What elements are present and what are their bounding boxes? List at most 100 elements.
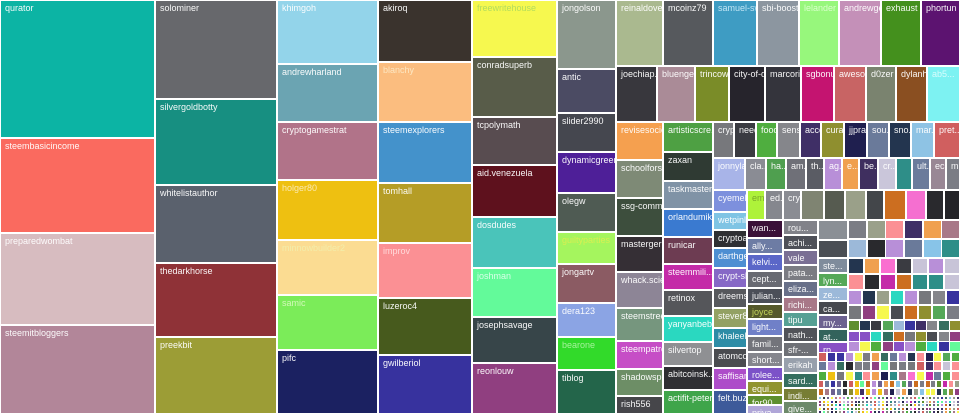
mosaic-cell[interactable] — [944, 396, 949, 400]
mosaic-cell[interactable] — [849, 403, 854, 408]
mosaic-cell[interactable] — [942, 388, 949, 396]
mosaic-cell[interactable] — [845, 403, 850, 408]
mosaic-cell[interactable] — [881, 403, 886, 408]
treemap-cell-crypt[interactable]: crypt... — [713, 122, 734, 158]
mosaic-cell[interactable] — [924, 399, 929, 404]
mosaic-cell[interactable] — [936, 406, 941, 411]
mosaic-cell[interactable] — [940, 399, 945, 404]
mosaic-cell[interactable] — [818, 396, 822, 400]
treemap-cell-jjprac[interactable]: jjprac — [844, 122, 867, 158]
treemap-cell-ed[interactable]: ed... — [765, 190, 783, 220]
mosaic-cell[interactable] — [948, 341, 960, 353]
mosaic-cell[interactable] — [845, 406, 850, 411]
treemap-cell-aweso[interactable]: aweso... — [834, 66, 866, 122]
treemap-cell-preparedwombat[interactable]: preparedwombat — [0, 233, 155, 325]
mosaic-cell[interactable] — [833, 396, 838, 400]
treemap-cell-antic[interactable]: antic — [557, 69, 616, 113]
treemap-cell-holger80[interactable]: holger80 — [277, 180, 378, 240]
mosaic-cell[interactable] — [853, 380, 860, 388]
mosaic-cell[interactable] — [904, 220, 923, 239]
treemap-cell-famil[interactable]: famil... — [747, 336, 783, 352]
treemap-cell-sard[interactable]: sard... — [783, 373, 818, 388]
mosaic-cell[interactable] — [857, 406, 862, 411]
treemap-cell-lyn[interactable]: lyn... — [818, 273, 848, 287]
treemap-cell-luzeroc4[interactable]: luzeroc4 — [378, 298, 472, 355]
mosaic-cell[interactable] — [869, 399, 874, 404]
mosaic-cell[interactable] — [924, 388, 931, 396]
mosaic-cell[interactable] — [864, 258, 880, 274]
mosaic-cell[interactable] — [865, 403, 870, 408]
treemap-cell-ec[interactable]: ec... — [930, 158, 946, 190]
treemap-cell-wetpinl[interactable]: wetpinl... — [713, 212, 747, 230]
treemap-cell-preekbit[interactable]: preekbit — [155, 337, 277, 414]
treemap-cell[interactable] — [926, 190, 944, 220]
mosaic-cell[interactable] — [928, 396, 933, 400]
treemap-cell-dera123[interactable]: dera123 — [557, 303, 616, 337]
mosaic-cell[interactable] — [937, 320, 950, 331]
mosaic-cell[interactable] — [818, 399, 822, 404]
mosaic-cell[interactable] — [948, 406, 953, 411]
treemap-cell-give[interactable]: give... — [783, 401, 818, 414]
mosaic-cell[interactable] — [932, 290, 946, 305]
mosaic-cell[interactable] — [829, 406, 834, 411]
mosaic-cell[interactable] — [861, 399, 866, 404]
mosaic-cell[interactable] — [926, 341, 939, 353]
mosaic-cell[interactable] — [952, 396, 957, 400]
mosaic-cell[interactable] — [928, 406, 933, 411]
treemap-cell-samuel-swin[interactable]: samuel-swin... — [713, 0, 757, 66]
mosaic-cell[interactable] — [908, 406, 913, 411]
treemap-cell-bluengel[interactable]: bluengel — [657, 66, 695, 122]
mosaic-cell[interactable] — [954, 380, 960, 388]
treemap-cell-artisticscre[interactable]: artisticscre... — [663, 122, 713, 152]
mosaic-cell[interactable] — [848, 239, 867, 258]
mosaic-cell[interactable] — [920, 396, 925, 400]
treemap-cell-sgbonus[interactable]: sgbonus — [801, 66, 834, 122]
mosaic-cell[interactable] — [915, 341, 928, 353]
mosaic-cell[interactable] — [848, 320, 860, 331]
treemap-cell-silvergoldbotty[interactable]: silvergoldbotty — [155, 99, 277, 185]
mosaic-cell[interactable] — [892, 341, 905, 353]
mosaic-cell[interactable] — [876, 290, 890, 305]
mosaic-cell[interactable] — [944, 258, 960, 274]
treemap-cell-saffisara[interactable]: saffisara — [713, 368, 747, 390]
treemap-cell-felt-buzz[interactable]: felt.buzz — [713, 390, 747, 414]
treemap-cell-sbi-booster[interactable]: sbi-booster — [757, 0, 799, 66]
mosaic-cell[interactable] — [908, 399, 913, 404]
treemap-cell-crypt-skip[interactable]: crypt-skip — [713, 268, 747, 288]
treemap-cell-richi[interactable]: richi... — [783, 297, 818, 312]
mosaic-cell[interactable] — [869, 406, 874, 411]
treemap-cell-solominer[interactable]: solominer — [155, 0, 277, 99]
mosaic-cell[interactable] — [849, 396, 854, 400]
mosaic-cell[interactable] — [841, 403, 846, 408]
mosaic-cell[interactable] — [880, 258, 896, 274]
mosaic-cell[interactable] — [916, 406, 921, 411]
mosaic-cell[interactable] — [930, 380, 937, 388]
mosaic-cell[interactable] — [889, 388, 895, 396]
mosaic-cell[interactable] — [825, 399, 830, 404]
treemap-cell-dynamicgreentk[interactable]: dynamicgreentk — [557, 152, 616, 193]
mosaic-cell[interactable] — [885, 399, 890, 404]
mosaic-cell[interactable] — [952, 406, 957, 411]
mosaic-cell[interactable] — [912, 399, 917, 404]
mosaic-cell[interactable] — [915, 320, 928, 331]
treemap-cell-schoolforsdg4[interactable]: schoolforsdg4 — [616, 160, 663, 198]
mosaic-cell[interactable] — [932, 403, 937, 408]
mosaic-cell[interactable] — [849, 406, 854, 411]
treemap-cell[interactable] — [896, 158, 912, 190]
mosaic-cell[interactable] — [857, 399, 862, 404]
mosaic-cell[interactable] — [857, 396, 862, 400]
mosaic-cell[interactable] — [904, 239, 923, 258]
mosaic-cell[interactable] — [948, 396, 953, 400]
mosaic-cell[interactable] — [937, 341, 950, 353]
treemap-cell-pata[interactable]: pata... — [783, 265, 818, 281]
mosaic-cell[interactable] — [818, 388, 824, 396]
mosaic-cell[interactable] — [857, 403, 862, 408]
treemap-cell-at[interactable]: at... — [818, 329, 848, 342]
mosaic-cell[interactable] — [952, 399, 957, 404]
treemap-cell-andrewharland[interactable]: andrewharland — [277, 64, 378, 122]
mosaic-cell[interactable] — [829, 380, 836, 388]
treemap-cell-steemstreems[interactable]: steemstreems — [616, 308, 663, 341]
treemap-cell-sou[interactable]: sou... — [867, 122, 889, 158]
treemap-cell-steemitbloggers[interactable]: steemitbloggers — [0, 325, 155, 414]
treemap-cell-shadowspub[interactable]: shadowspub — [616, 369, 663, 396]
